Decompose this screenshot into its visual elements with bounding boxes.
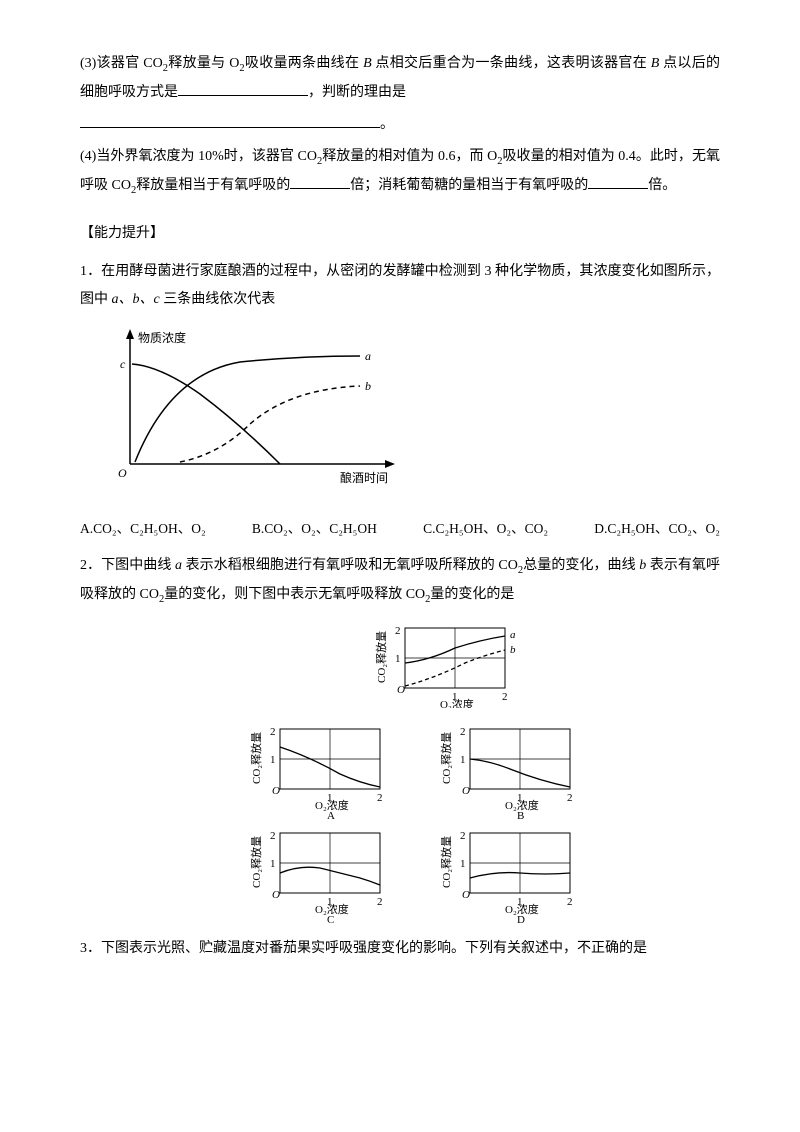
q3-b: 释放量与 O: [168, 56, 239, 71]
svg-text:O: O: [272, 889, 280, 901]
problem-1: 1．在用酵母菌进行家庭酿酒的过程中，从密闭的发酵罐中检测到 3 种化学物质，其浓…: [80, 258, 720, 314]
svg-text:2: 2: [270, 830, 276, 842]
svg-text:2: 2: [502, 691, 508, 703]
svg-text:1: 1: [460, 858, 466, 870]
blank: [80, 113, 380, 128]
ylabel: 物质浓度: [138, 330, 186, 345]
p2-figures: a b O 1 2 1 2 CO₂释放量 O₂浓度 O 1 2 1: [120, 618, 720, 927]
svg-text:O: O: [397, 684, 405, 696]
origin: O: [118, 466, 127, 480]
svg-text:B: B: [517, 810, 524, 819]
svg-text:2: 2: [460, 726, 466, 738]
option-B: B.CO₂、O₂、C₂H₅OH: [252, 515, 377, 542]
option-A: A.CO₂、C₂H₅OH、O₂: [80, 515, 206, 542]
svg-text:CO₂释放量: CO₂释放量: [375, 631, 388, 683]
q3-g: 。: [380, 117, 394, 132]
question-3-cont: 。: [80, 111, 720, 139]
p1-figure: 物质浓度 酿酒时间 O c a b: [100, 324, 720, 505]
blank: [290, 174, 350, 189]
q3-c: 吸收量两条曲线在: [245, 56, 360, 71]
svg-text:1: 1: [270, 754, 276, 766]
svg-text:2: 2: [270, 726, 276, 738]
p2-e: 量的变化，则下图中表示无氧呼吸释放 CO: [164, 587, 425, 602]
p2-f: 量的变化的是: [430, 587, 514, 602]
p1-num: 1．: [80, 264, 101, 279]
curve-a: a: [365, 349, 371, 363]
question-4: (4)当外界氧浓度为 10%时，该器官 CO2释放量的相对值为 0.6，而 O2…: [80, 143, 720, 201]
p2-var-b: b: [639, 558, 646, 573]
chart-C: O 1 2 1 2 CO₂释放量 O₂浓度 C: [250, 823, 400, 923]
svg-text:2: 2: [460, 830, 466, 842]
svg-text:O: O: [462, 889, 470, 901]
chart-A: O 1 2 1 2 CO₂释放量 O₂浓度 A: [250, 719, 400, 819]
curve-b: b: [365, 379, 371, 393]
svg-text:1: 1: [460, 754, 466, 766]
svg-text:1: 1: [395, 653, 401, 665]
svg-text:a: a: [510, 629, 516, 641]
p2-a: 下图中曲线: [101, 558, 171, 573]
q3-d: 点相交后重合为一条曲线，这表明该器官在: [375, 56, 647, 71]
section-header: 【能力提升】: [80, 220, 720, 248]
q3-f: ，判断的理由是: [308, 85, 406, 100]
svg-text:2: 2: [567, 896, 573, 908]
svg-text:2: 2: [377, 792, 383, 804]
svg-text:1: 1: [270, 858, 276, 870]
svg-text:CO₂释放量: CO₂释放量: [440, 836, 453, 888]
problem-3: 3．下图表示光照、贮藏温度对番茄果实呼吸强度变化的影响。下列有关叙述中，不正确的…: [80, 935, 720, 963]
q4-d: 释放量相当于有氧呼吸的: [136, 178, 290, 193]
q4-f: 倍。: [648, 178, 676, 193]
q3-B2: B: [651, 56, 660, 71]
q4-e: 倍；消耗葡萄糖的量相当于有氧呼吸的: [350, 178, 588, 193]
ref-chart: a b O 1 2 1 2 CO₂释放量 O₂浓度: [375, 618, 525, 708]
p2-num: 2．: [80, 558, 101, 573]
q3-a: (3)该器官 CO: [80, 56, 163, 71]
svg-text:2: 2: [377, 896, 383, 908]
blank: [178, 81, 308, 96]
question-3: (3)该器官 CO2释放量与 O2吸收量两条曲线在 B 点相交后重合为一条曲线，…: [80, 50, 720, 107]
svg-text:A: A: [327, 810, 335, 819]
q3-B1: B: [363, 56, 372, 71]
problem-2: 2．下图中曲线 a 表示水稻根细胞进行有氧呼吸和无氧呼吸所释放的 CO2总量的变…: [80, 552, 720, 610]
option-C: C.C₂H₅OH、O₂、CO₂: [423, 515, 548, 542]
p3-num: 3．: [80, 941, 101, 956]
q4-b: 释放量的相对值为 0.6，而 O: [322, 149, 497, 164]
chart-D: O 1 2 1 2 CO₂释放量 O₂浓度 D: [440, 823, 590, 923]
svg-text:2: 2: [567, 792, 573, 804]
svg-text:b: b: [510, 644, 516, 656]
p2-var-a: a: [175, 558, 182, 573]
p3-text: 下图表示光照、贮藏温度对番茄果实呼吸强度变化的影响。下列有关叙述中，不正确的是: [101, 941, 647, 956]
blank: [588, 174, 648, 189]
xlabel: 酿酒时间: [340, 470, 388, 485]
svg-text:O: O: [462, 785, 470, 797]
q4-a: (4)当外界氧浓度为 10%时，该器官 CO: [80, 149, 317, 164]
p1-b: 三条曲线依次代表: [163, 292, 275, 307]
svg-text:CO₂释放量: CO₂释放量: [250, 836, 263, 888]
svg-text:D: D: [517, 914, 525, 923]
curve-c: c: [120, 357, 126, 371]
chart-B: O 1 2 1 2 CO₂释放量 O₂浓度 B: [440, 719, 590, 819]
p1-abc: a、b、c: [112, 292, 160, 307]
p2-b: 表示水稻根细胞进行有氧呼吸和无氧呼吸所释放的 CO: [186, 558, 518, 573]
svg-text:CO₂释放量: CO₂释放量: [250, 732, 263, 784]
option-D: D.C₂H₅OH、CO₂、O₂: [594, 515, 720, 542]
svg-text:C: C: [327, 914, 334, 923]
svg-text:O: O: [272, 785, 280, 797]
p2-c: 总量的变化，曲线: [523, 558, 636, 573]
svg-text:2: 2: [395, 625, 401, 637]
svg-text:CO₂释放量: CO₂释放量: [440, 732, 453, 784]
svg-text:O₂浓度: O₂浓度: [440, 697, 474, 708]
p1-options: A.CO₂、C₂H₅OH、O₂ B.CO₂、O₂、C₂H₅OH C.C₂H₅OH…: [80, 515, 720, 542]
